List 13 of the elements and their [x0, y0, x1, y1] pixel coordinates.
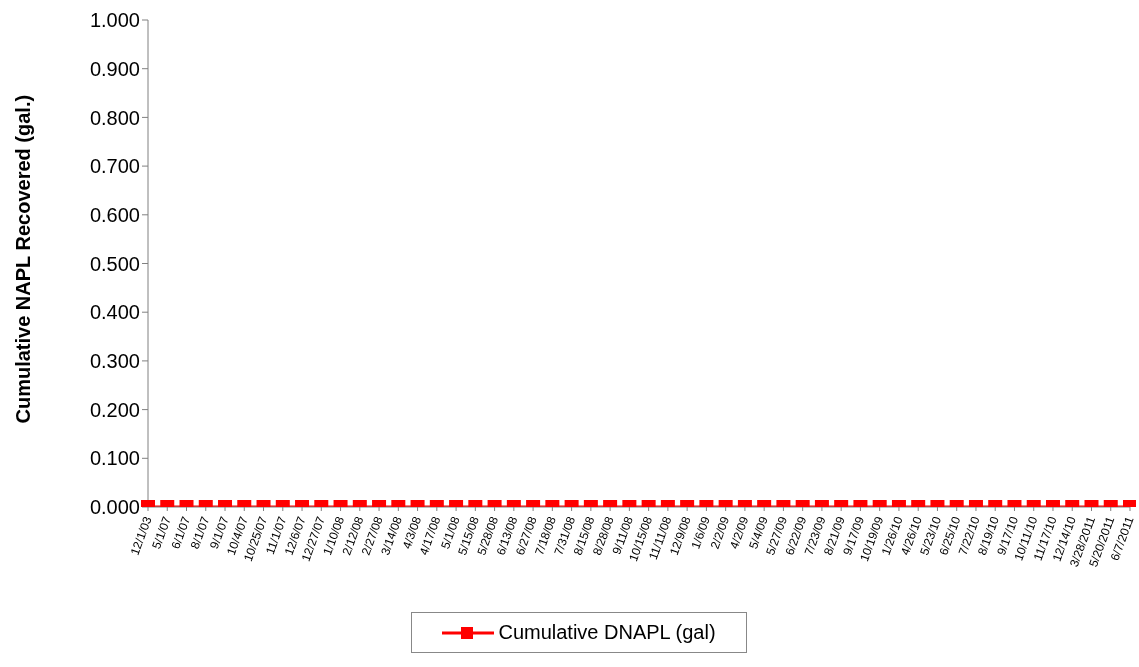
- y-tick-label: 1.000: [89, 9, 140, 32]
- y-tick-label: 0.700: [89, 155, 140, 178]
- legend-label: Cumulative DNAPL (gal): [498, 621, 716, 644]
- y-tick-label: 0.500: [89, 252, 140, 275]
- y-tick-label: 0.300: [89, 350, 140, 372]
- y-tick-label: 0.800: [89, 106, 140, 129]
- y-axis-title: Cumulative NAPL Recovered (gal.): [12, 94, 35, 424]
- y-tick-label: 0.600: [89, 203, 140, 226]
- y-tick-label: 0.900: [89, 57, 140, 80]
- y-tick-label: 0.000: [89, 496, 140, 519]
- y-tick-label: 0.100: [89, 447, 140, 470]
- y-tick-label: 0.400: [89, 301, 140, 324]
- y-tick-label: 0.200: [89, 398, 140, 421]
